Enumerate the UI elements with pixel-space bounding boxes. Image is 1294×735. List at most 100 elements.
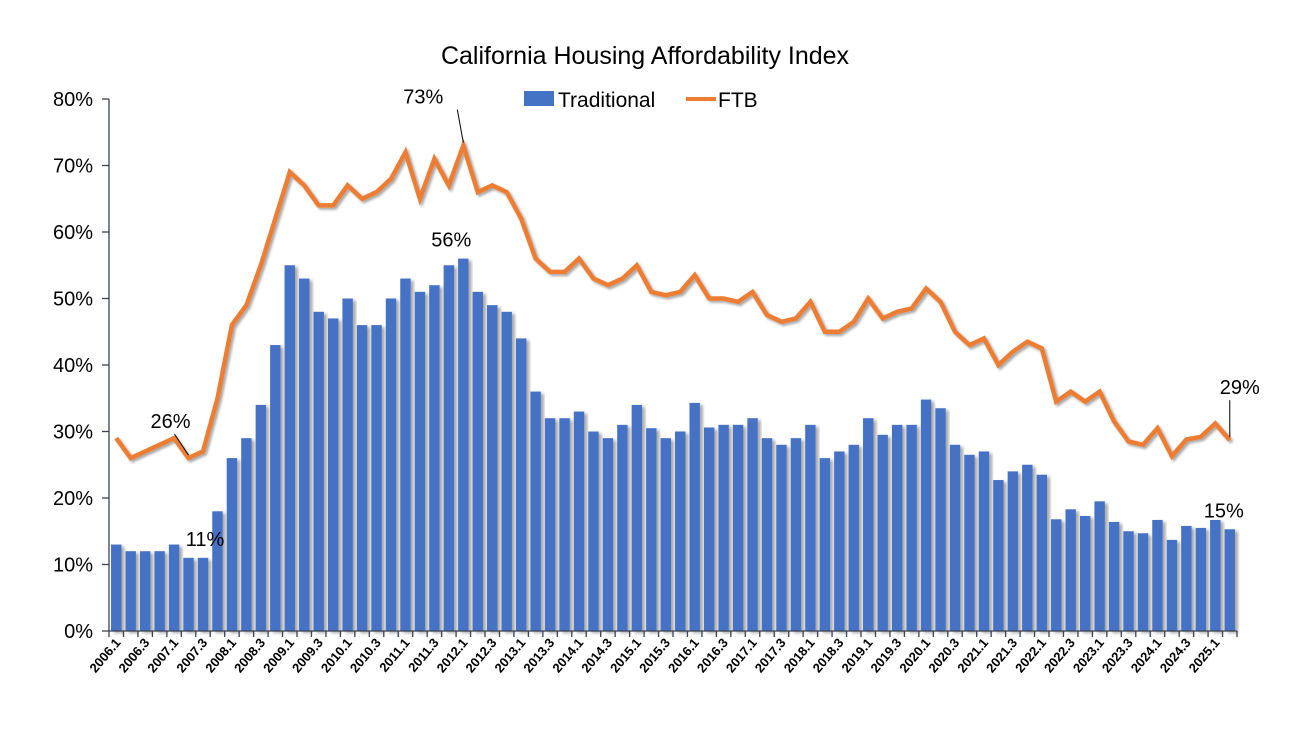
x-tick-label: 2007.3 [173,635,210,675]
bar-traditional [1108,521,1120,631]
bar-traditional [646,428,657,631]
bar-traditional [732,424,744,631]
x-tick-label: 2021.1 [954,635,991,675]
x-tick-label: 2022.1 [1012,635,1049,675]
x-tick-label: 2018.1 [781,635,818,675]
legend: Traditional FTB [524,89,758,112]
x-tick-label: 2007.1 [144,635,181,675]
x-tick-label: 2025.1 [1186,635,1223,675]
bar-traditional [356,325,368,631]
annotations: 26% 73% 29% 11% 56% 15% [151,87,1260,551]
y-tick-label: 0% [64,621,93,643]
x-tick-label: 2020.1 [896,635,933,675]
bar-traditional [703,427,715,631]
x-tick-label: 2015.3 [636,635,673,675]
bar-traditional [718,424,729,631]
x-tick-label: 2023.3 [1099,635,1136,675]
bar-traditional [1166,539,1178,631]
x-tick-label: 2016.1 [665,635,702,675]
bar-traditional [978,451,990,631]
bar-traditional [588,431,599,631]
bar-traditional [1036,474,1047,631]
bar-traditional [819,458,831,631]
x-tick-label: 2017.3 [752,635,789,675]
bar-traditional [458,258,469,631]
bar-traditional [848,444,859,631]
bar-traditional [602,438,614,631]
x-tick-label: 2009.3 [289,635,326,675]
bar-traditional [1123,531,1134,631]
y-tick-label: 30% [53,422,93,444]
x-tick-label: 2019.3 [867,635,904,675]
bar-traditional [327,318,339,631]
bar-traditional [906,424,917,631]
bar-traditional [313,311,324,631]
bar-traditional [1224,529,1235,631]
legend-label-traditional: Traditional [558,89,655,112]
bar-traditional [487,305,498,631]
bar-traditional [371,325,382,631]
bar-traditional [993,480,1004,631]
bar-traditional [544,418,556,631]
x-tick-label: 2021.3 [983,635,1020,675]
x-tick-label: 2008.1 [202,635,239,675]
bar-traditional [501,311,512,631]
bar-traditional [863,418,874,631]
bar-traditional [111,544,122,631]
x-tick-label: 2015.1 [607,635,644,675]
bar-traditional [154,551,165,631]
bar-traditional [891,424,903,631]
legend-label-ftb: FTB [718,89,758,112]
x-tick-label: 2017.1 [723,635,760,675]
x-tick-label: 2019.1 [838,635,875,675]
bar-traditional [964,454,975,631]
y-tick-label: 20% [53,488,93,510]
y-tick-label: 80% [53,89,93,111]
chart-title: California Housing Affordability Index [441,42,850,70]
bar-traditional [559,418,570,631]
data-label: 15% [1204,500,1244,522]
x-tick-label: 2008.3 [231,635,268,675]
bar-traditional [515,338,527,631]
bar-traditional [1065,509,1076,631]
bar-traditional [1094,501,1105,631]
x-tick-label: 2024.3 [1157,635,1194,675]
bar-traditional [139,551,151,631]
y-tick-label: 10% [53,555,93,577]
data-label-leader [456,109,464,143]
bar-traditional [1181,525,1192,631]
traditional-bars [111,258,1235,631]
y-tick-label: 50% [53,289,93,311]
bar-traditional [776,444,787,631]
bar-traditional [400,278,411,631]
bar-traditional [1152,519,1163,631]
data-label: 29% [1220,377,1260,399]
x-tick-label: 2012.3 [462,635,499,675]
x-tick-label: 2018.3 [810,635,847,675]
bar-traditional [270,345,281,631]
x-tick-label: 2013.1 [491,635,528,675]
bar-traditional [1051,519,1062,631]
bar-traditional [255,404,267,631]
x-tick-label: 2020.3 [925,635,962,675]
bar-traditional [385,298,397,631]
y-tick-label: 60% [53,222,93,244]
bar-traditional [1079,515,1091,631]
x-tick-label: 2006.3 [115,635,152,675]
bar-traditional [168,544,180,631]
bar-traditional [834,451,845,631]
bar-traditional [1137,533,1149,631]
x-tick-label: 2010.3 [347,635,384,675]
bar-traditional [689,402,700,631]
x-axis: 2006.12006.32007.12007.32008.12008.32009… [86,630,1238,675]
bar-traditional [1007,471,1019,631]
x-tick-label: 2010.1 [318,635,355,675]
x-tick-label: 2022.3 [1041,635,1078,675]
bar-traditional [675,431,686,631]
bar-traditional [183,557,194,631]
bar-traditional [949,444,961,631]
x-tick-label: 2012.1 [434,635,471,675]
data-label: 26% [151,411,191,433]
bar-traditional [342,298,353,631]
